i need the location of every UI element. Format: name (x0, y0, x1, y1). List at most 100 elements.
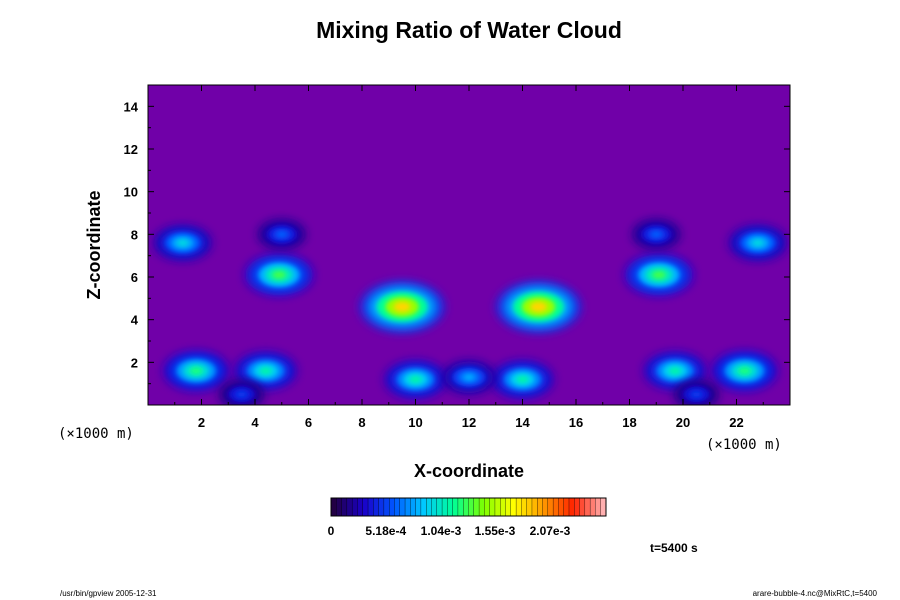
colorbar-cell (378, 497, 385, 517)
x-axis-title: X-coordinate (414, 461, 524, 481)
colorbar-cell (568, 497, 575, 517)
colorbar-cell (595, 497, 602, 517)
colorbar-cell (478, 497, 485, 517)
chart-title: Mixing Ratio of Water Cloud (316, 17, 622, 43)
x-tick-label: 10 (408, 415, 422, 430)
colorbar-cell (441, 497, 448, 517)
cloud-contour (177, 239, 189, 247)
colorbar-cell (341, 497, 348, 517)
x-tick-label: 8 (358, 415, 365, 430)
cloud-blob (245, 254, 313, 296)
y-tick-label: 2 (131, 355, 138, 370)
colorbar-cell (584, 497, 591, 517)
colorbar-cell (542, 497, 549, 517)
colorbar-cell (473, 497, 480, 517)
colorbar-cell (457, 497, 464, 517)
x-tick-label: 16 (569, 415, 583, 430)
x-tick-label: 18 (622, 415, 636, 430)
cloud-blob (234, 352, 297, 390)
cloud-blob (491, 360, 554, 398)
colorbar-cell (383, 497, 390, 517)
colorbar-cell (404, 497, 411, 517)
cloud-contour (530, 301, 547, 312)
colorbar-cell (505, 497, 512, 517)
colorbar-cell (558, 497, 565, 517)
colorbar-cell (336, 497, 343, 517)
cloud-blob (163, 351, 229, 391)
colorbar-cell (574, 497, 581, 517)
cloud-contour (409, 375, 422, 384)
cloud-contour (651, 231, 661, 238)
y-tick-label: 4 (131, 313, 139, 328)
cloud-blob (258, 220, 306, 249)
colorbar-cell (510, 497, 517, 517)
x-tick-label: 22 (729, 415, 743, 430)
cloud-contour (259, 367, 272, 375)
colorbar-cell (526, 497, 533, 517)
cloud-contour (516, 375, 529, 384)
y-tick-label: 8 (131, 227, 138, 242)
x-tick-label: 2 (198, 415, 205, 430)
cloud-blob (674, 381, 719, 405)
colorbar-tick-label: 1.04e-3 (421, 524, 462, 538)
colorbar-cell (552, 497, 559, 517)
cloud-contour (652, 270, 666, 279)
colorbar-cell (351, 497, 358, 517)
colorbar-cell (367, 497, 374, 517)
cloud-blob (154, 225, 212, 261)
cloud-blob (496, 281, 581, 332)
colorbar-cell (431, 497, 438, 517)
colorbar-cell (531, 497, 538, 517)
time-label: t=5400 s (650, 541, 698, 555)
x-tick-label: 20 (676, 415, 690, 430)
x-axis: 2 4 6 8 10 12 14 16 18 20 22 (174, 85, 764, 430)
colorbar-cell (484, 497, 491, 517)
x-unit-label-left: (×1000 m) (58, 426, 134, 442)
colorbar-tick-label: 5.18e-4 (365, 524, 406, 538)
cloud-blob (632, 220, 680, 249)
colorbar-cell (426, 497, 432, 517)
colorbar-cell (415, 497, 422, 517)
cloud-contour (237, 391, 247, 397)
colorbar-cell (357, 497, 364, 517)
colorbar-cell (388, 497, 395, 517)
field-background (148, 85, 790, 405)
cloud-contour (752, 239, 764, 247)
cloud-contour (277, 231, 287, 238)
x-tick-label: 6 (305, 415, 312, 430)
colorbar-cell (447, 497, 454, 517)
colorbar-cell (589, 497, 596, 517)
cloud-blob (384, 360, 447, 398)
cloud-contour (463, 374, 475, 381)
footer-left: /usr/bin/gpview 2005-12-31 (60, 589, 157, 598)
colorbar-cell (394, 497, 401, 517)
colorbar-cell (600, 497, 607, 517)
y-axis-title: Z-coordinate (84, 190, 104, 299)
colorbar-cell (399, 497, 406, 517)
cloud-blob (644, 352, 706, 390)
cloud-contour (691, 391, 701, 397)
cloud-contour (272, 270, 286, 279)
colorbar-cell (547, 497, 554, 517)
colorbar-cell (362, 497, 369, 517)
colorbar-cell (452, 497, 459, 517)
cloud-blob (712, 351, 777, 391)
plot-area (148, 85, 790, 405)
colorbar-tick-label: 0 (328, 524, 335, 538)
cloud-blob (729, 225, 787, 261)
colorbar-cell (463, 497, 469, 517)
colorbar-cell (563, 497, 570, 517)
colorbar-tick-label: 2.07e-3 (530, 524, 571, 538)
cloud-contour (393, 301, 411, 312)
colorbar-cell (500, 497, 506, 517)
colorbar-tick-label: 1.55e-3 (475, 524, 516, 538)
x-tick-label: 4 (251, 415, 259, 430)
colorbar: 0 5.18e-4 1.04e-3 1.55e-3 2.07e-3 (328, 497, 607, 538)
y-tick-label: 6 (131, 270, 138, 285)
cloud-field (154, 220, 787, 405)
colorbar-cell (515, 497, 522, 517)
y-tick-label: 12 (124, 142, 138, 157)
x-tick-label: 12 (462, 415, 476, 430)
colorbar-cell (410, 497, 417, 517)
colorbar-cell (346, 497, 353, 517)
